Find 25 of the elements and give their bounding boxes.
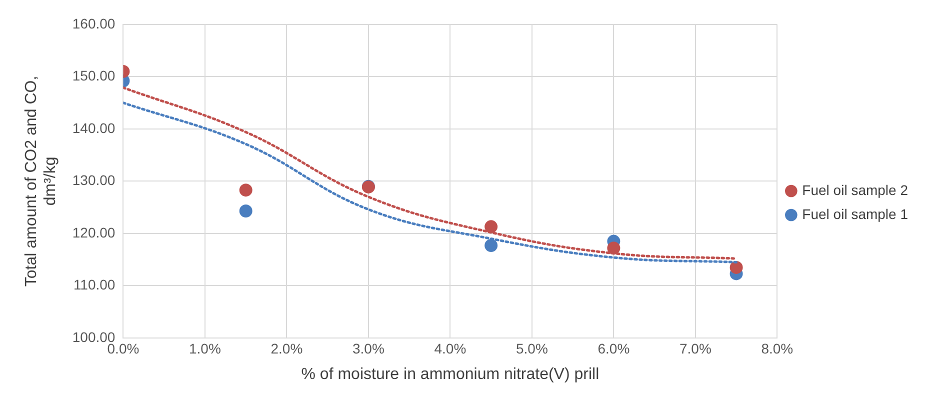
y-axis-title: Total amount of CO2 and CO, dm³/kg xyxy=(23,76,60,287)
y-tick-label: 140.00 xyxy=(72,120,116,136)
x-tick-label: 7.0% xyxy=(679,340,712,356)
y-tick-label: 130.00 xyxy=(72,172,116,188)
y-tick-label: 110.00 xyxy=(73,276,116,293)
x-axis-title: % of moisture in ammonium nitrate(V) prill xyxy=(301,366,600,383)
x-tick-label: 4.0% xyxy=(434,340,466,356)
point xyxy=(730,260,743,274)
x-tick-label: 3.0% xyxy=(352,340,384,356)
point xyxy=(239,204,252,218)
point xyxy=(484,220,498,234)
legend-label: Fuel oil sample 2 xyxy=(802,182,908,198)
x-tick-label: 2.0% xyxy=(270,340,303,356)
y-tick-label: 100.00 xyxy=(72,328,116,345)
legend-label: Fuel oil sample 1 xyxy=(802,206,908,222)
x-tick-label: 1.0% xyxy=(189,340,221,356)
y-tick-label: 160.00 xyxy=(72,15,116,32)
x-tick-label: 6.0% xyxy=(598,340,630,356)
x-tick-label: 5.0% xyxy=(516,340,548,356)
point xyxy=(239,184,252,197)
y-tick-label: 150.00 xyxy=(72,68,116,84)
point xyxy=(484,238,498,252)
point xyxy=(607,242,620,255)
y-tick-label: 120.00 xyxy=(72,224,116,240)
x-tick-label: 8.0% xyxy=(761,340,794,356)
